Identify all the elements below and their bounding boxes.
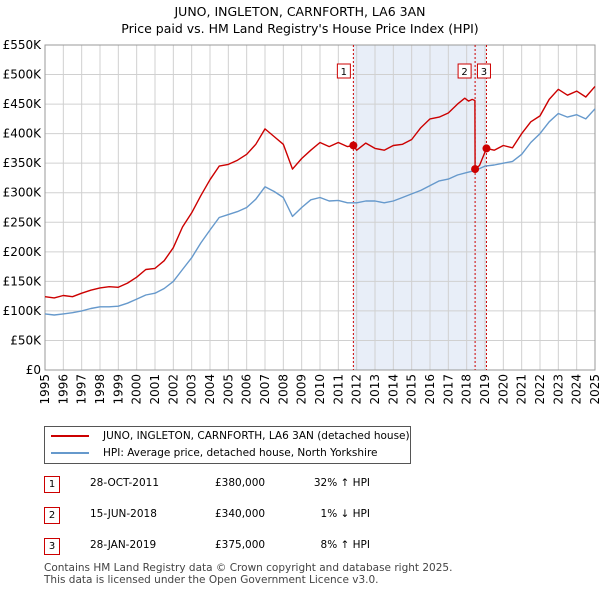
- x-tick-label: 2021: [515, 374, 529, 405]
- x-tick-label: 2006: [240, 374, 254, 405]
- sale-marker-number: 3: [481, 67, 487, 78]
- y-tick-label: £50K: [10, 333, 42, 347]
- x-tick-label: 1995: [38, 374, 52, 405]
- y-tick-label: £350K: [3, 156, 43, 170]
- y-tick-label: £100K: [3, 304, 43, 318]
- sale-hpi-change: 1% ↓ HPI: [320, 508, 370, 520]
- y-tick-label: £400K: [3, 127, 43, 141]
- hpi-line: [44, 108, 596, 316]
- sale-hpi-change: 8% ↑ HPI: [320, 539, 370, 551]
- y-tick-label: £250K: [3, 215, 43, 229]
- y-tick-label: £450K: [3, 97, 43, 111]
- legend-label-hpi: HPI: Average price, detached house, Nort…: [103, 447, 378, 459]
- sale-date: 28-JAN-2019: [90, 539, 157, 551]
- chart-legend: JUNO, INGLETON, CARNFORTH, LA6 3AN (deta…: [44, 426, 411, 464]
- sale-marker-box: 1: [336, 63, 351, 79]
- x-tick-label: 1998: [93, 374, 107, 405]
- chart-plot: £0 £50K £100K £150K £200K £250K £300K £350K £400…: [3, 38, 600, 405]
- sale-row: 2 15-JUN-2018 £340,000 1% ↓ HPI: [0, 507, 600, 525]
- sale-date: 15-JUN-2018: [90, 508, 157, 520]
- plot-frame: [44, 44, 596, 371]
- footer-copyright: Contains HM Land Registry data © Crown c…: [44, 562, 453, 574]
- y-tick-label: £300K: [3, 186, 43, 200]
- legend-swatch-price: [51, 435, 89, 437]
- sale-marker-box: 3: [476, 63, 491, 79]
- footer-licence: This data is licensed under the Open Gov…: [44, 574, 379, 586]
- x-tick-label: 2017: [441, 374, 455, 405]
- sale-hpi-change: 32% ↑ HPI: [313, 477, 370, 489]
- legend-label-price: JUNO, INGLETON, CARNFORTH, LA6 3AN (deta…: [103, 430, 410, 442]
- sale-point: [482, 144, 491, 153]
- sale-price: £340,000: [215, 508, 266, 520]
- x-tick-label: 2012: [350, 374, 364, 405]
- x-tick-label: 2001: [148, 374, 162, 405]
- y-tick-label: £550K: [3, 38, 43, 52]
- x-tick-label: 2022: [533, 374, 547, 405]
- x-tick-label: 2023: [551, 374, 565, 405]
- legend-item-price: JUNO, INGLETON, CARNFORTH, LA6 3AN (deta…: [51, 428, 410, 444]
- legend-swatch-hpi: [51, 452, 89, 454]
- x-tick-label: 2005: [221, 374, 235, 405]
- sale-price: £380,000: [215, 477, 266, 489]
- sale-marker-label: 1: [44, 476, 60, 493]
- x-tick-label: 2000: [130, 374, 144, 405]
- x-tick-label: 1999: [111, 374, 125, 405]
- x-tick-label: 1997: [75, 374, 89, 405]
- x-tick-label: 2011: [331, 374, 345, 405]
- sale-marker-label: 2: [44, 507, 60, 524]
- sale-marker-number: 1: [341, 67, 347, 78]
- sale-marker-number: 2: [461, 67, 467, 78]
- y-tick-label: £200K: [3, 245, 43, 259]
- x-tick-label: 2024: [570, 374, 584, 405]
- x-tick-label: 2020: [496, 374, 510, 405]
- x-tick-label: 2009: [295, 374, 309, 405]
- x-tick-label: 2019: [478, 374, 492, 405]
- x-tick-label: 1996: [56, 374, 70, 405]
- sale-row: 1 28-OCT-2011 £380,000 32% ↑ HPI: [0, 476, 600, 494]
- x-tick-label: 2018: [460, 374, 474, 405]
- sale-point: [471, 165, 480, 174]
- sale-price: £375,000: [215, 539, 266, 551]
- y-tick-label: £500K: [3, 68, 43, 82]
- sale-marker-box: 2: [457, 63, 472, 79]
- chart-subtitle: Price paid vs. HM Land Registry's House …: [121, 21, 479, 36]
- y-tick-label: £150K: [3, 274, 43, 288]
- chart-title: JUNO, INGLETON, CARNFORTH, LA6 3AN: [174, 4, 426, 19]
- x-tick-label: 2003: [185, 374, 199, 405]
- sale-marker-frame: [336, 63, 351, 79]
- x-tick-label: 2016: [423, 374, 437, 405]
- x-tick-label: 2002: [166, 374, 180, 405]
- x-tick-label: 2004: [203, 374, 217, 405]
- sale-marker-frame: [476, 63, 491, 79]
- x-tick-label: 2013: [368, 374, 382, 405]
- x-tick-label: 2015: [405, 374, 419, 405]
- x-tick-label: 2008: [276, 374, 290, 405]
- y-tick-label: £0: [26, 363, 41, 377]
- x-tick-label: 2010: [313, 374, 327, 405]
- legend-item-hpi: HPI: Average price, detached house, Nort…: [51, 445, 378, 461]
- x-tick-label: 2007: [258, 374, 272, 405]
- x-tick-label: 2025: [588, 374, 600, 405]
- sale-row: 3 28-JAN-2019 £375,000 8% ↑ HPI: [0, 538, 600, 556]
- sale-marker-label: 3: [44, 538, 60, 555]
- sale-point: [349, 141, 358, 150]
- x-tick-label: 2014: [386, 374, 400, 405]
- sale-marker-frame: [457, 63, 472, 79]
- price-paid-line: [44, 85, 596, 299]
- sale-date: 28-OCT-2011: [90, 477, 159, 489]
